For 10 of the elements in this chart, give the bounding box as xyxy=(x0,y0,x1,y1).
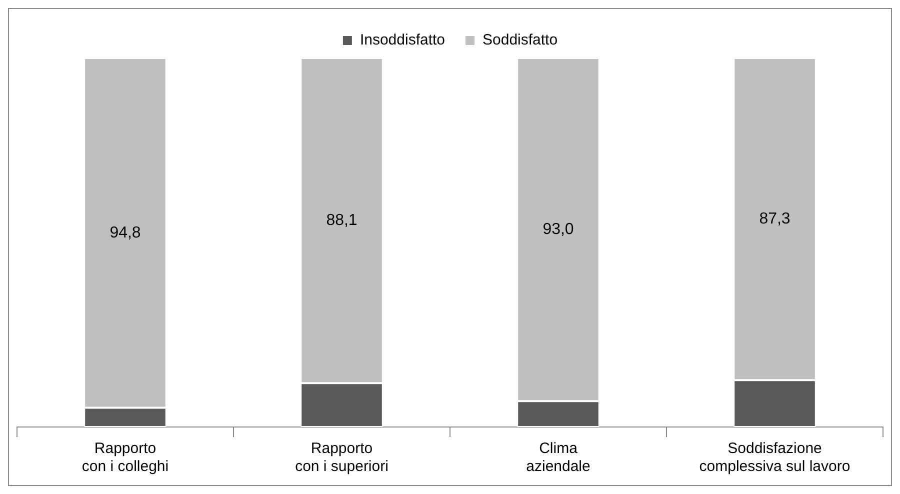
legend-label: Soddisfatto xyxy=(482,32,558,49)
data-label: 88,1 xyxy=(326,212,358,229)
data-label: 94,8 xyxy=(110,224,141,242)
data-label: 87,3 xyxy=(759,210,790,228)
x-tick-label: Soddisfazione complessiva sul lavoro xyxy=(699,440,850,476)
x-tick-label: Clima aziendale xyxy=(526,440,590,476)
data-label: 93,0 xyxy=(542,220,574,238)
x-tick-label: Rapporto con i superiori xyxy=(295,440,388,476)
legend-label: Insoddisfatto xyxy=(360,32,446,49)
x-tick-label: Rapporto con i colleghi xyxy=(82,440,169,476)
